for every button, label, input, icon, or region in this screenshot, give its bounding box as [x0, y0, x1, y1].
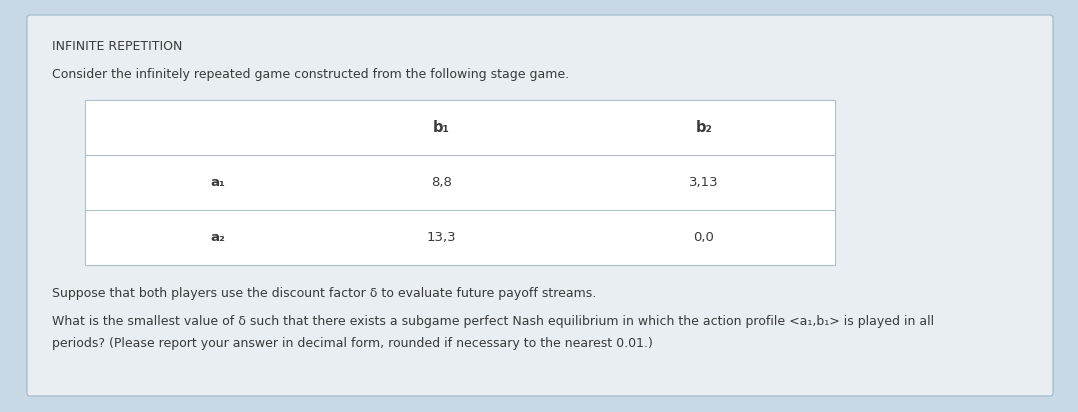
Text: Suppose that both players use the discount factor δ to evaluate future payoff st: Suppose that both players use the discou…: [52, 287, 596, 300]
Text: a₂: a₂: [210, 231, 225, 244]
FancyBboxPatch shape: [27, 15, 1053, 396]
FancyBboxPatch shape: [85, 100, 835, 265]
Text: 8,8: 8,8: [431, 176, 452, 189]
Text: INFINITE REPETITION: INFINITE REPETITION: [52, 40, 182, 53]
Text: What is the smallest value of δ such that there exists a subgame perfect Nash eq: What is the smallest value of δ such tha…: [52, 315, 935, 328]
Text: Consider the infinitely repeated game constructed from the following stage game.: Consider the infinitely repeated game co…: [52, 68, 569, 81]
Text: 13,3: 13,3: [427, 231, 456, 244]
Text: 0,0: 0,0: [693, 231, 715, 244]
Text: periods? (Please report your answer in decimal form, rounded if necessary to the: periods? (Please report your answer in d…: [52, 337, 653, 350]
Text: a₁: a₁: [210, 176, 225, 189]
Text: 3,13: 3,13: [689, 176, 719, 189]
Text: b₂: b₂: [695, 120, 713, 135]
Text: b₁: b₁: [432, 120, 450, 135]
